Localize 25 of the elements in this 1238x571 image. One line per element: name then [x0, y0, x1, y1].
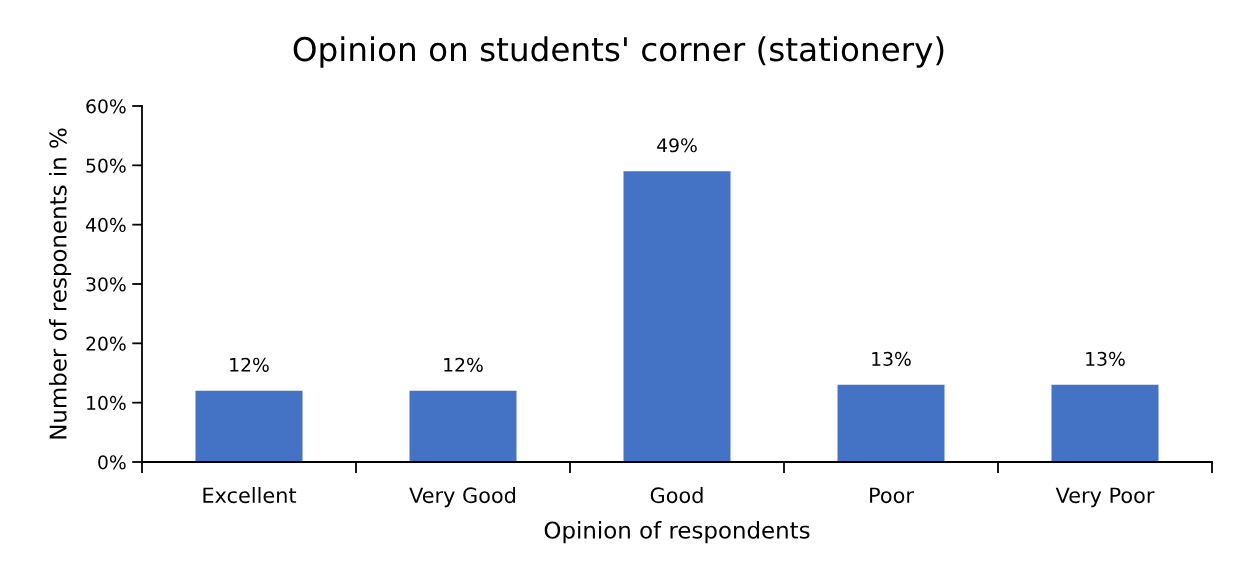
chart-title: Opinion on students' corner (stationery)	[293, 36, 944, 68]
x-axis-title: Opinion of respondents	[544, 521, 810, 544]
data-label: 49%	[657, 138, 697, 153]
y-axis-title: Number of responents in %	[48, 128, 72, 439]
bar	[195, 390, 303, 462]
bar	[409, 390, 517, 462]
data-label: 12%	[230, 357, 269, 372]
y-tick-label: 20%	[86, 336, 126, 351]
bar	[623, 171, 731, 462]
y-tick-label: 60%	[86, 99, 126, 114]
x-tick-label: Very Poor	[1055, 487, 1155, 508]
y-tick-label: 30%	[86, 277, 126, 292]
bar	[1051, 384, 1159, 462]
data-label: 12%	[444, 357, 483, 372]
x-tick-label: Poor	[870, 487, 914, 504]
x-tick-label: Excellent	[203, 487, 297, 504]
y-tick-label: 40%	[85, 217, 126, 233]
y-tick-label: 0%	[98, 455, 126, 470]
y-tick-label: 10%	[87, 395, 126, 411]
x-tick-label: Good	[650, 487, 703, 504]
y-tick-label: 50%	[86, 158, 126, 173]
data-label: 13%	[872, 351, 911, 366]
data-label: 13%	[1086, 351, 1125, 366]
bar	[837, 384, 945, 462]
x-tick-label: Very Good	[409, 487, 516, 508]
